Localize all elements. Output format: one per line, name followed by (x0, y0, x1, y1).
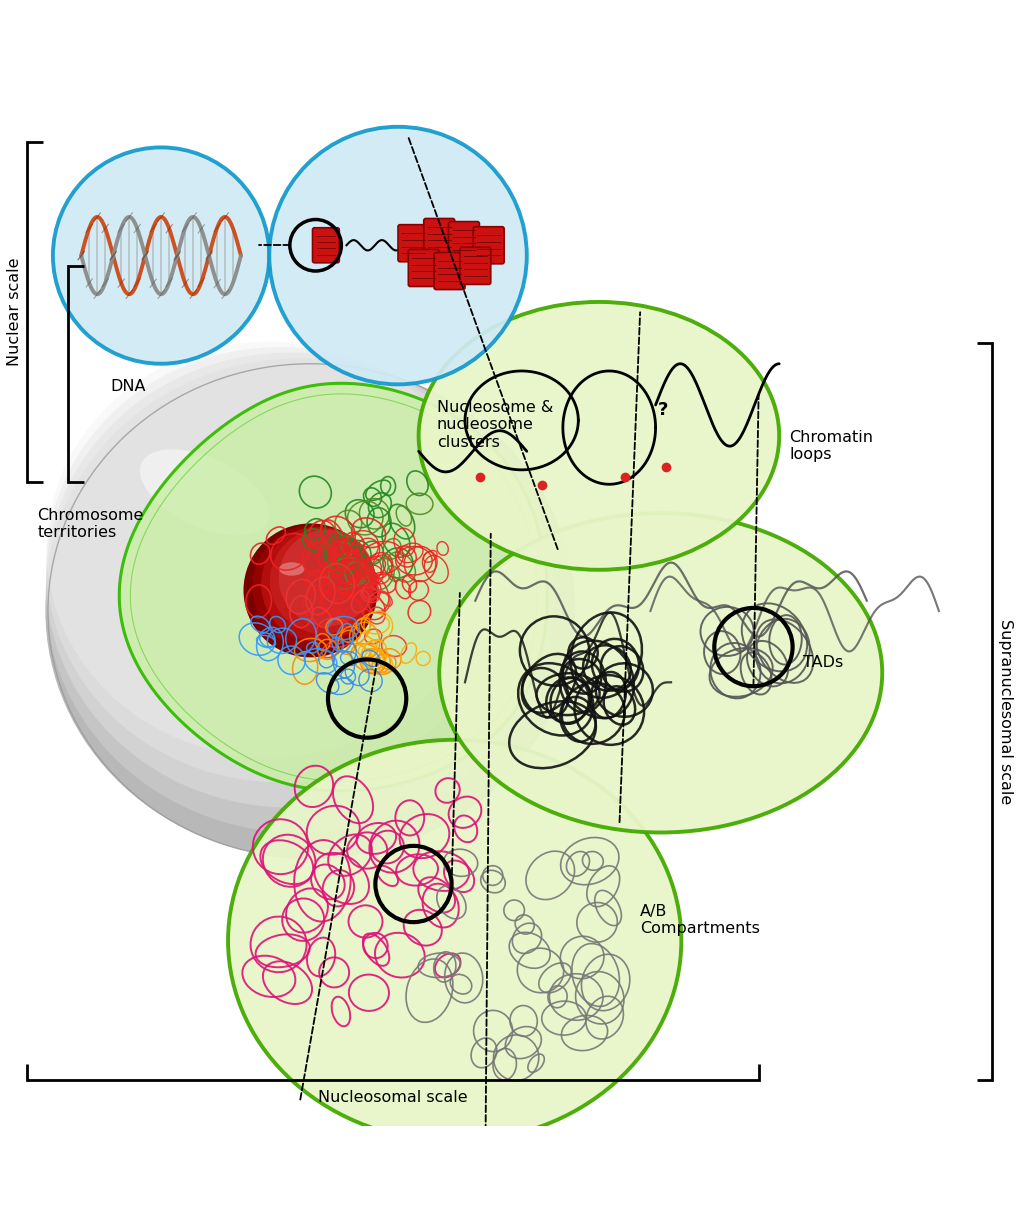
Ellipse shape (244, 523, 377, 657)
Ellipse shape (439, 513, 882, 832)
Text: A/B
Compartments: A/B Compartments (640, 904, 760, 936)
Circle shape (270, 127, 527, 385)
Text: DNA: DNA (111, 379, 147, 395)
Ellipse shape (139, 450, 269, 535)
FancyBboxPatch shape (460, 247, 491, 285)
Ellipse shape (270, 528, 376, 634)
Text: Nuclear scale: Nuclear scale (7, 258, 22, 367)
Ellipse shape (45, 364, 575, 858)
FancyBboxPatch shape (434, 253, 465, 290)
FancyBboxPatch shape (398, 225, 429, 262)
Text: Nucleosomal scale: Nucleosomal scale (318, 1090, 468, 1105)
FancyBboxPatch shape (448, 221, 479, 259)
Text: Chromatin
loops: Chromatin loops (789, 430, 874, 462)
FancyBboxPatch shape (313, 227, 339, 263)
Ellipse shape (279, 562, 305, 576)
Text: TADs: TADs (803, 655, 843, 670)
Ellipse shape (261, 527, 376, 642)
Ellipse shape (45, 358, 555, 833)
Polygon shape (119, 384, 547, 791)
Circle shape (53, 148, 270, 364)
Text: Supranuclesomal scale: Supranuclesomal scale (998, 618, 1012, 804)
FancyBboxPatch shape (424, 219, 455, 255)
Ellipse shape (418, 302, 779, 569)
Ellipse shape (46, 347, 512, 782)
Text: ?: ? (658, 401, 668, 419)
Ellipse shape (46, 341, 492, 756)
FancyBboxPatch shape (473, 227, 504, 264)
Text: Chromosome
territories: Chromosome territories (37, 508, 144, 540)
Text: Nucleosome &
nucleosome
clusters: Nucleosome & nucleosome clusters (437, 400, 553, 450)
FancyBboxPatch shape (408, 249, 439, 286)
Ellipse shape (279, 530, 375, 626)
Ellipse shape (228, 739, 682, 1141)
Ellipse shape (252, 525, 377, 650)
Ellipse shape (46, 353, 534, 808)
